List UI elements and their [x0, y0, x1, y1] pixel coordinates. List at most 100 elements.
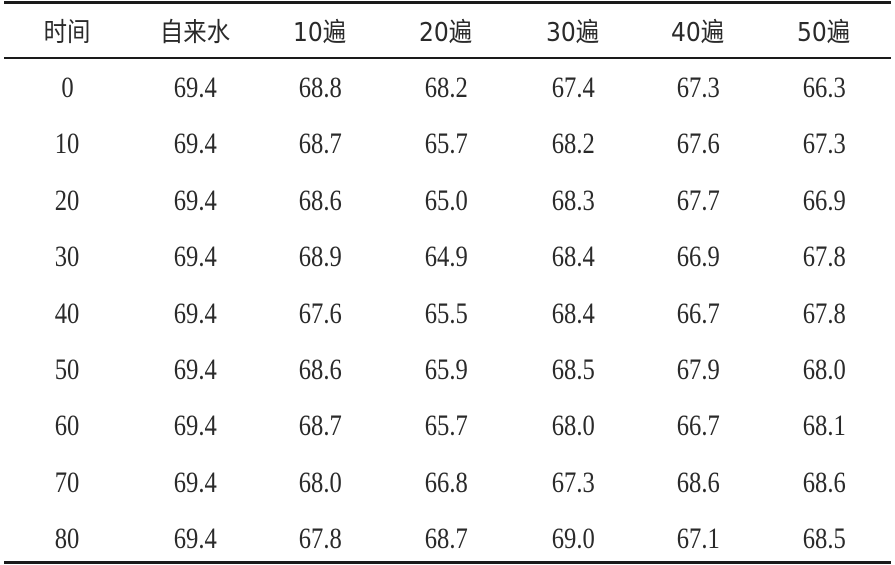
- table-row: 40 69.4 67.6 65.5 68.4 66.7 67.8: [0, 294, 895, 334]
- cell-value: 68.6: [298, 184, 342, 217]
- cell-value: 68.9: [298, 240, 342, 273]
- table-cell: 65.5: [386, 294, 506, 334]
- table-cell: 66.9: [638, 237, 758, 277]
- cell-value: 68.4: [551, 297, 595, 330]
- table-cell: 68.2: [513, 124, 633, 164]
- table-cell: 69.4: [135, 406, 255, 446]
- column-header: 40遍: [638, 12, 758, 53]
- table-cell: 68.0: [764, 350, 884, 390]
- column-header: 10遍: [260, 12, 380, 53]
- table-cell: 68.6: [260, 181, 380, 221]
- cell-value: 69.4: [173, 466, 217, 499]
- table-cell: 65.9: [386, 350, 506, 390]
- table-row: 60 69.4 68.7 65.7 68.0 66.7 68.1: [0, 406, 895, 446]
- cell-value: 67.3: [802, 127, 846, 160]
- table-cell: 69.4: [135, 294, 255, 334]
- cell-value: 10: [54, 127, 80, 160]
- table-cell: 69.4: [135, 519, 255, 559]
- table-cell: 10: [7, 124, 127, 164]
- cell-value: 66.3: [802, 71, 846, 104]
- table-cell: 65.0: [386, 181, 506, 221]
- table-row: 30 69.4 68.9 64.9 68.4 66.9 67.8: [0, 237, 895, 277]
- cell-value: 69.4: [173, 184, 217, 217]
- cell-value: 69.4: [173, 71, 217, 104]
- table-cell: 68.6: [764, 463, 884, 503]
- table-cell: 68.4: [513, 237, 633, 277]
- table-cell: 67.6: [260, 294, 380, 334]
- cell-value: 66.9: [802, 184, 846, 217]
- table-cell: 67.6: [638, 124, 758, 164]
- cell-value: 67.4: [551, 71, 595, 104]
- table-cell: 65.7: [386, 124, 506, 164]
- column-header-label: 10遍: [293, 18, 347, 48]
- cell-value: 68.6: [676, 466, 720, 499]
- table-cell: 67.3: [764, 124, 884, 164]
- table-cell: 67.8: [764, 237, 884, 277]
- cell-value: 68.1: [802, 409, 846, 442]
- cell-value: 68.0: [802, 353, 846, 386]
- cell-value: 68.7: [424, 522, 468, 555]
- cell-value: 67.3: [676, 71, 720, 104]
- table-cell: 66.7: [638, 294, 758, 334]
- cell-value: 68.3: [551, 184, 595, 217]
- column-header: 50遍: [764, 12, 884, 53]
- table-cell: 64.9: [386, 237, 506, 277]
- cell-value: 68.8: [298, 71, 342, 104]
- table-cell: 69.4: [135, 237, 255, 277]
- table-cell: 68.0: [513, 406, 633, 446]
- table-cell: 67.3: [513, 463, 633, 503]
- cell-value: 50: [54, 353, 80, 386]
- table-cell: 67.4: [513, 68, 633, 108]
- table-cell: 67.7: [638, 181, 758, 221]
- column-header: 时间: [7, 12, 127, 53]
- table-cell: 66.8: [386, 463, 506, 503]
- cell-value: 68.5: [551, 353, 595, 386]
- table-cell: 66.9: [764, 181, 884, 221]
- table-cell: 67.9: [638, 350, 758, 390]
- cell-value: 67.7: [676, 184, 720, 217]
- table-row: 20 69.4 68.6 65.0 68.3 67.7 66.9: [0, 181, 895, 221]
- table-row: 10 69.4 68.7 65.7 68.2 67.6 67.3: [0, 124, 895, 164]
- table-cell: 69.4: [135, 68, 255, 108]
- table-cell: 68.7: [386, 519, 506, 559]
- column-header-label: 20遍: [419, 18, 473, 48]
- table-cell: 70: [7, 463, 127, 503]
- cell-value: 67.8: [802, 240, 846, 273]
- cell-value: 68.7: [298, 127, 342, 160]
- table-row: 50 69.4 68.6 65.9 68.5 67.9 68.0: [0, 350, 895, 390]
- cell-value: 66.7: [676, 297, 720, 330]
- cell-value: 65.7: [424, 127, 468, 160]
- cell-value: 60: [54, 409, 80, 442]
- cell-value: 65.7: [424, 409, 468, 442]
- cell-value: 67.3: [551, 466, 595, 499]
- header-row: 时间 自来水 10遍 20遍 30遍 40遍 50遍: [0, 12, 895, 52]
- table-cell: 69.4: [135, 463, 255, 503]
- column-header: 30遍: [513, 12, 633, 53]
- cell-value: 65.9: [424, 353, 468, 386]
- table-row: 0 69.4 68.8 68.2 67.4 67.3 66.3: [0, 68, 895, 108]
- cell-value: 69.4: [173, 127, 217, 160]
- cell-value: 68.6: [298, 353, 342, 386]
- cell-value: 65.0: [424, 184, 468, 217]
- cell-value: 67.9: [676, 353, 720, 386]
- cell-value: 0: [60, 71, 74, 104]
- cell-value: 68.7: [298, 409, 342, 442]
- table-cell: 67.8: [260, 519, 380, 559]
- cell-value: 67.6: [676, 127, 720, 160]
- column-header-label: 自来水: [159, 18, 231, 48]
- cell-value: 69.4: [173, 409, 217, 442]
- table-cell: 69.0: [513, 519, 633, 559]
- column-header: 20遍: [386, 12, 506, 53]
- table-cell: 69.4: [135, 124, 255, 164]
- table-cell: 66.3: [764, 68, 884, 108]
- column-header-label: 40遍: [671, 18, 725, 48]
- table-cell: 68.7: [260, 124, 380, 164]
- cell-value: 69.4: [173, 240, 217, 273]
- table-cell: 67.8: [764, 294, 884, 334]
- cell-value: 80: [54, 522, 80, 555]
- cell-value: 67.8: [802, 297, 846, 330]
- cell-value: 67.6: [298, 297, 342, 330]
- column-header-label: 50遍: [797, 18, 851, 48]
- table-cell: 67.1: [638, 519, 758, 559]
- cell-value: 66.7: [676, 409, 720, 442]
